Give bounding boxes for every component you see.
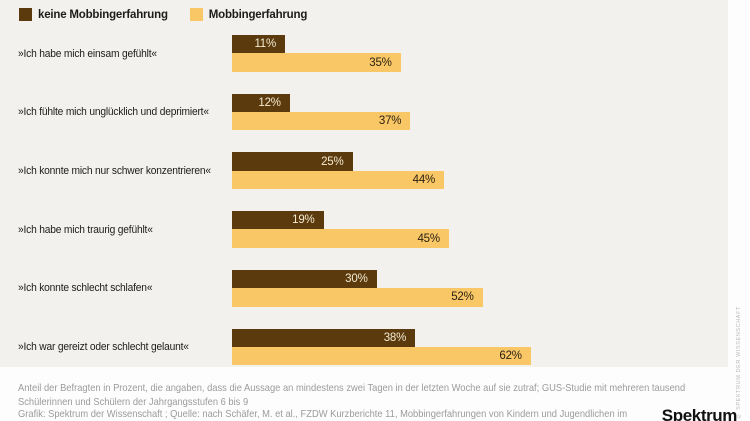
category-label: »Ich fühlte mich unglücklich und deprimi…	[18, 106, 209, 119]
bar-no-bullying: 12%	[232, 93, 290, 113]
bar-bullying: 44%	[232, 170, 445, 190]
bar-bullying: 35%	[232, 53, 401, 72]
copyright-watermark: © SPEKTRUM DER WISSENSCHAFT	[736, 306, 742, 419]
category-label: »Ich war gereizt oder schlecht gelaunt«	[18, 341, 189, 353]
bar-bullying: 37%	[232, 112, 411, 131]
legend-item: keine Mobbingerfahrung	[19, 8, 168, 21]
chart-row: »Ich war gereizt oder schlecht gelaunt« 3…	[0, 328, 728, 366]
legend-item: Mobbingerfahrung	[189, 8, 308, 21]
chart-row: »Ich habe mich einsam gefühlt« 11% 35%	[0, 35, 728, 72]
category-label: »Ich konnte schlecht schlafen«	[18, 282, 153, 295]
category-label: »Ich habe mich einsam gefühlt«	[18, 47, 157, 60]
chart-row: »Ich habe mich traurig gefühlt« 19% 45%	[0, 211, 728, 248]
bar-value-label: 12%	[258, 96, 281, 109]
bar-value-label: 38%	[383, 331, 407, 344]
category-label: »Ich habe mich traurig gefühlt«	[18, 223, 153, 236]
bar-value-label: 19%	[292, 214, 315, 227]
chart-row: »Ich konnte schlecht schlafen« 30% 52%	[0, 269, 728, 307]
bar-bullying: 45%	[232, 229, 449, 248]
bar-value-label: 62%	[499, 350, 522, 363]
legend-label: Mobbingerfahrung	[208, 8, 308, 21]
bar-no-bullying: 38%	[232, 328, 416, 347]
bar-value-label: 35%	[369, 56, 392, 69]
legend-swatch-icon	[189, 8, 203, 21]
legend: keine Mobbingerfahrung Mobbingerfahrung	[19, 8, 307, 21]
legend-label: keine Mobbingerfahrung	[38, 8, 168, 21]
bar-no-bullying: 11%	[232, 35, 286, 54]
category-label: »Ich konnte mich nur schwer konzentriere…	[18, 164, 211, 177]
bar-value-label: 11%	[254, 38, 277, 51]
legend-swatch-icon	[19, 8, 32, 21]
bar-bullying: 62%	[232, 346, 531, 366]
chart-panel: keine Mobbingerfahrung Mobbingerfahrung »…	[0, 0, 728, 367]
bar-bullying: 52%	[232, 288, 483, 307]
bar-value-label: 52%	[451, 291, 474, 304]
bar-no-bullying: 30%	[232, 269, 377, 289]
bar-value-label: 44%	[412, 173, 436, 186]
bar-value-label: 45%	[417, 232, 440, 245]
bar-value-label: 25%	[321, 155, 344, 168]
bar-value-label: 37%	[378, 115, 402, 128]
bar-no-bullying: 19%	[232, 211, 324, 230]
credit-line: Grafik: Spektrum der Wissenschaft ; Quel…	[18, 408, 628, 420]
chart-footnote: Anteil der Befragten in Prozent, die ang…	[18, 382, 686, 408]
bar-no-bullying: 25%	[232, 152, 353, 171]
bar-value-label: 30%	[345, 272, 368, 285]
spektrum-logo: Spektrum	[661, 406, 738, 421]
chart-row: »Ich konnte mich nur schwer konzentriere…	[0, 152, 728, 190]
chart-row: »Ich fühlte mich unglücklich und deprimi…	[0, 93, 728, 131]
